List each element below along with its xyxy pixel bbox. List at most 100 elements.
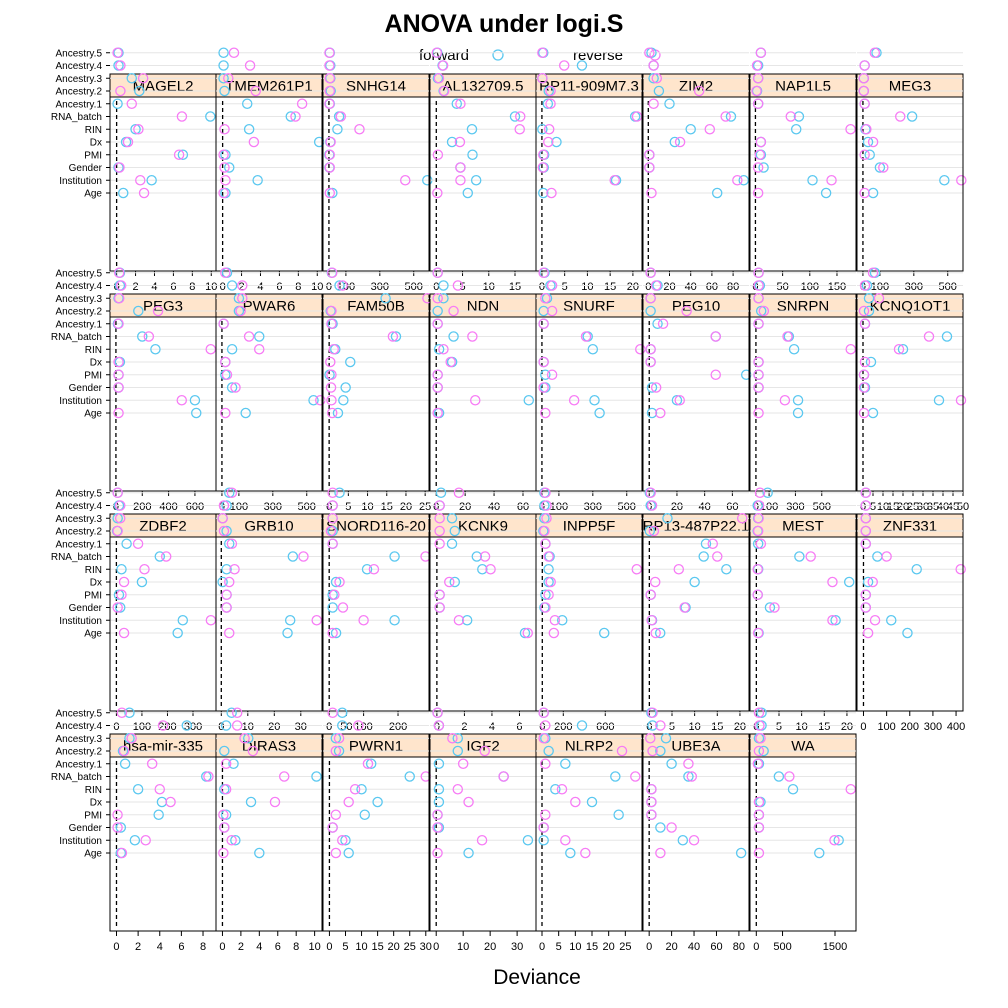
panel-frame <box>856 96 964 272</box>
point-forward-Ancestry.4 <box>576 720 588 731</box>
x-tick-label: 0 <box>113 941 119 953</box>
point-reverse-RIN <box>893 343 905 355</box>
point-reverse-Age <box>218 187 229 199</box>
point-reverse-Ancestry.2 <box>479 745 491 757</box>
point-reverse-Ancestry.3 <box>137 73 149 84</box>
point-forward-Institution <box>792 394 804 406</box>
point-reverse-Ancestry.4 <box>650 280 662 291</box>
x-tick-label: 2 <box>132 281 138 293</box>
point-forward-RNA_batch <box>471 551 483 562</box>
point-forward-RIN <box>537 124 548 135</box>
x-tick-label: 100 <box>877 721 895 733</box>
point-reverse-Dx <box>545 576 556 588</box>
x-tick-label: 0 <box>113 721 119 733</box>
point-reverse-RIN <box>845 784 857 795</box>
point-reverse-Ancestry.5 <box>860 487 872 498</box>
point-reverse-Ancestry.2 <box>539 525 550 537</box>
panel-title: SNRPN <box>777 298 830 315</box>
point-reverse-PMI <box>752 589 763 601</box>
point-reverse-Institution <box>453 615 465 626</box>
x-tick-label: 0 <box>434 721 440 733</box>
point-forward-Ancestry.1 <box>121 538 132 550</box>
point-reverse-PMI <box>860 589 872 601</box>
x-tick-label: 0 <box>646 501 652 513</box>
x-tick-label: 100 <box>550 501 568 513</box>
point-reverse-Ancestry.5 <box>540 487 551 498</box>
point-reverse-Ancestry.2 <box>235 305 246 317</box>
x-tick-label: 500 <box>939 281 957 293</box>
point-forward-Dx <box>330 576 342 588</box>
point-reverse-Age <box>646 187 657 199</box>
point-reverse-PMI <box>753 809 765 821</box>
point-forward-Age <box>327 187 338 199</box>
x-tick-label: 0 <box>220 281 226 293</box>
point-forward-Institution <box>589 394 600 406</box>
point-reverse-Ancestry.4 <box>754 720 765 731</box>
x-tick-label: 0 <box>219 941 225 953</box>
category-label-Institution: Institution <box>59 616 102 627</box>
legend-label-reverse: reverse <box>573 47 623 64</box>
point-reverse-PMI <box>859 149 870 160</box>
point-reverse-PMI <box>538 149 549 160</box>
point-reverse-Ancestry.1 <box>455 98 466 110</box>
x-tick-label: 40 <box>699 501 711 513</box>
x-tick-label: 150 <box>828 281 846 293</box>
point-reverse-Ancestry.4 <box>753 280 764 291</box>
point-reverse-Dx <box>645 356 656 368</box>
point-reverse-RNA_batch <box>203 771 214 782</box>
category-label-Ancestry.2: Ancestry.2 <box>56 747 103 758</box>
point-reverse-Ancestry.5 <box>644 47 655 59</box>
x-tick-label: 500 <box>813 501 831 513</box>
point-forward-Institution <box>677 835 689 846</box>
point-reverse-Institution <box>688 835 700 846</box>
x-tick-label: 60 <box>726 501 738 513</box>
point-reverse-Ancestry.4 <box>859 280 871 291</box>
point-reverse-Ancestry.4 <box>540 720 551 731</box>
point-reverse-RNA_batch <box>881 551 892 562</box>
x-tick-label: 15 <box>381 501 393 513</box>
point-reverse-Age <box>548 627 560 639</box>
point-reverse-RNA_batch <box>290 111 301 122</box>
x-tick-label: 500 <box>773 941 791 953</box>
x-tick-label: 15 <box>509 281 521 293</box>
point-reverse-Ancestry.2 <box>647 745 658 757</box>
point-forward-RIN <box>466 124 478 135</box>
point-reverse-PMI <box>646 809 657 821</box>
category-label-RIN: RIN <box>85 125 102 136</box>
point-reverse-Ancestry.5 <box>755 47 767 59</box>
point-forward-Institution <box>389 615 400 626</box>
point-forward-Dx <box>372 796 383 808</box>
x-tick-label: 15 <box>887 501 899 513</box>
point-forward-RNA_batch <box>610 771 621 782</box>
x-tick-label: 15 <box>818 721 830 733</box>
x-tick-label: 400 <box>947 721 965 733</box>
panel-KCNK9: KCNK9 0 2 4 6 <box>429 487 537 733</box>
point-reverse-Ancestry.3 <box>114 513 126 524</box>
point-reverse-RNA_batch <box>176 111 188 122</box>
x-tick-label: 10 <box>569 941 581 953</box>
point-forward-PMI <box>177 149 189 160</box>
point-reverse-Dx <box>269 796 281 808</box>
point-forward-Institution <box>461 615 473 626</box>
panel-frame <box>215 756 323 932</box>
point-forward-Age <box>735 847 747 859</box>
x-tick-label: 40 <box>488 501 500 513</box>
panel-frame <box>215 96 323 272</box>
x-tick-label: 40 <box>688 941 700 953</box>
point-forward-Age <box>792 407 804 419</box>
point-forward-RIN <box>433 784 445 795</box>
point-reverse-Ancestry.2 <box>752 525 764 537</box>
point-forward-Ancestry.5 <box>223 487 235 498</box>
point-reverse-Ancestry.4 <box>115 280 127 291</box>
x-tick-label: 5 <box>870 501 876 513</box>
point-forward-RIN <box>221 564 232 575</box>
point-reverse-Age <box>326 407 338 419</box>
point-reverse-Institution <box>779 394 791 406</box>
point-forward-Ancestry.3 <box>452 733 464 744</box>
point-forward-Dx <box>245 796 257 808</box>
point-forward-Ancestry.5 <box>124 707 135 719</box>
point-forward-Ancestry.1 <box>542 98 554 110</box>
category-label-Gender: Gender <box>69 603 103 614</box>
x-tick-label: 10 <box>309 941 321 953</box>
